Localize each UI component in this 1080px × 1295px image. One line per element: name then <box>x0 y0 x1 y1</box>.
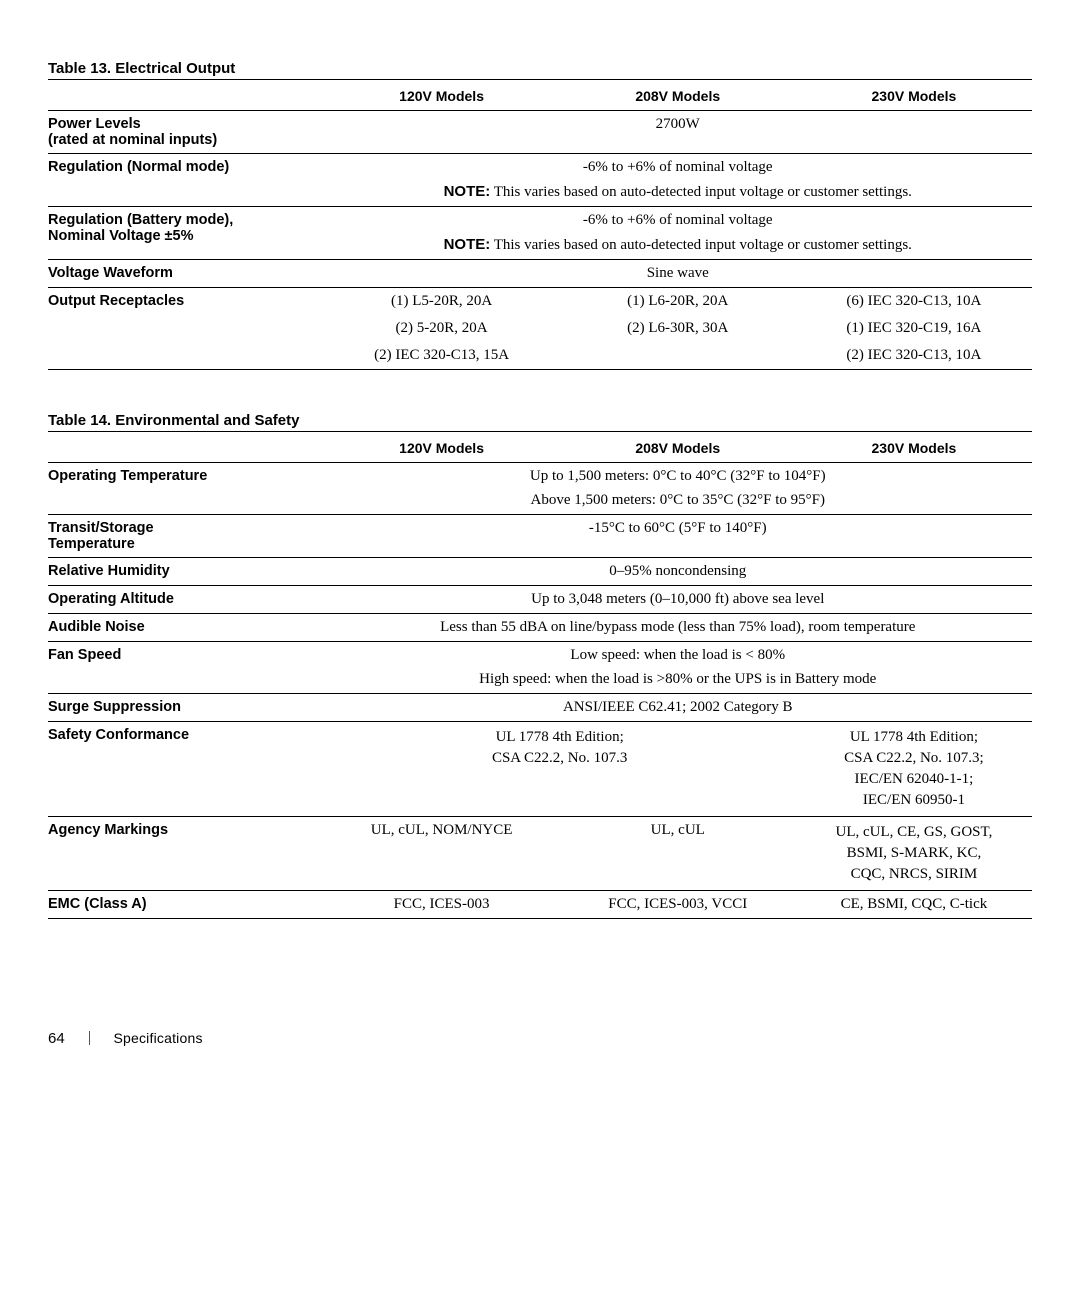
reg-normal-note: NOTE: This varies based on auto-detected… <box>324 181 1032 207</box>
emc-c2: FCC, ICES-003, VCCI <box>560 891 796 919</box>
fan-l1: Low speed: when the load is < 80% <box>324 642 1032 670</box>
safety-label: Safety Conformance <box>48 722 324 817</box>
t14-h1: 120V Models <box>324 432 560 463</box>
t14-h2: 208V Models <box>560 432 796 463</box>
op-temp-l1: Up to 1,500 meters: 0°C to 40°C (32°F to… <box>324 463 1032 491</box>
recep-230-1: (1) IEC 320-C19, 16A <box>796 315 1032 342</box>
fan-label: Fan Speed <box>48 642 324 694</box>
agency-c2: UL, cUL <box>560 817 796 891</box>
recep-230-0: (6) IEC 320-C13, 10A <box>796 288 1032 316</box>
voltage-waveform-label: Voltage Waveform <box>48 260 324 288</box>
agency-label: Agency Markings <box>48 817 324 891</box>
recep-120-0: (1) L5-20R, 20A <box>324 288 560 316</box>
agency-c3: UL, cUL, CE, GS, GOST,BSMI, S-MARK, KC,C… <box>796 817 1032 891</box>
transit-temp-value: -15°C to 60°C (5°F to 140°F) <box>324 515 1032 558</box>
surge-label: Surge Suppression <box>48 694 324 722</box>
surge-value: ANSI/IEEE C62.41; 2002 Category B <box>324 694 1032 722</box>
recep-120-2: (2) IEC 320-C13, 15A <box>324 342 560 370</box>
recep-208-1: (2) L6-30R, 30A <box>560 315 796 342</box>
note-text: This varies based on auto-detected input… <box>490 184 912 200</box>
table14-title: Table 14. Environmental and Safety <box>48 412 1032 429</box>
page-footer: 64 Specifications <box>48 1029 1032 1047</box>
page-number: 64 <box>48 1030 65 1047</box>
note-text: This varies based on auto-detected input… <box>490 237 912 253</box>
note-label: NOTE: <box>444 236 491 253</box>
transit-temp-label: Transit/StorageTemperature <box>48 515 324 558</box>
t13-h1: 120V Models <box>324 80 560 111</box>
safety-right: UL 1778 4th Edition;CSA C22.2, No. 107.3… <box>796 722 1032 817</box>
reg-normal-label: Regulation (Normal mode) <box>48 154 324 182</box>
recep-230-2: (2) IEC 320-C13, 10A <box>796 342 1032 370</box>
recep-120-1: (2) 5-20R, 20A <box>324 315 560 342</box>
agency-c1: UL, cUL, NOM/NYCE <box>324 817 560 891</box>
table13: 120V Models 208V Models 230V Models Powe… <box>48 79 1032 370</box>
emc-c1: FCC, ICES-003 <box>324 891 560 919</box>
output-receptacles-label: Output Receptacles <box>48 288 324 370</box>
voltage-waveform-value: Sine wave <box>324 260 1032 288</box>
reg-battery-note: NOTE: This varies based on auto-detected… <box>324 234 1032 260</box>
recep-208-2 <box>560 342 796 370</box>
note-label: NOTE: <box>444 183 491 200</box>
power-levels-value: 2700W <box>324 111 1032 154</box>
recep-208-0: (1) L6-20R, 20A <box>560 288 796 316</box>
noise-value: Less than 55 dBA on line/bypass mode (le… <box>324 614 1032 642</box>
humidity-value: 0–95% noncondensing <box>324 558 1032 586</box>
power-levels-label: Power Levels(rated at nominal inputs) <box>48 111 324 154</box>
reg-battery-l1: -6% to +6% of nominal voltage <box>324 207 1032 235</box>
footer-section: Specifications <box>113 1030 202 1046</box>
altitude-value: Up to 3,048 meters (0–10,000 ft) above s… <box>324 586 1032 614</box>
op-temp-l2: Above 1,500 meters: 0°C to 35°C (32°F to… <box>324 490 1032 515</box>
t14-h3: 230V Models <box>796 432 1032 463</box>
table13-title: Table 13. Electrical Output <box>48 60 1032 77</box>
reg-battery-label: Regulation (Battery mode),Nominal Voltag… <box>48 207 324 260</box>
fan-l2: High speed: when the load is >80% or the… <box>324 669 1032 694</box>
humidity-label: Relative Humidity <box>48 558 324 586</box>
t13-h3: 230V Models <box>796 80 1032 111</box>
safety-left: UL 1778 4th Edition;CSA C22.2, No. 107.3 <box>324 722 796 817</box>
op-temp-label: Operating Temperature <box>48 463 324 515</box>
emc-c3: CE, BSMI, CQC, C-tick <box>796 891 1032 919</box>
reg-normal-l1: -6% to +6% of nominal voltage <box>324 154 1032 182</box>
emc-label: EMC (Class A) <box>48 891 324 919</box>
table14: 120V Models 208V Models 230V Models Oper… <box>48 431 1032 919</box>
noise-label: Audible Noise <box>48 614 324 642</box>
t13-h2: 208V Models <box>560 80 796 111</box>
altitude-label: Operating Altitude <box>48 586 324 614</box>
footer-divider <box>89 1031 90 1045</box>
